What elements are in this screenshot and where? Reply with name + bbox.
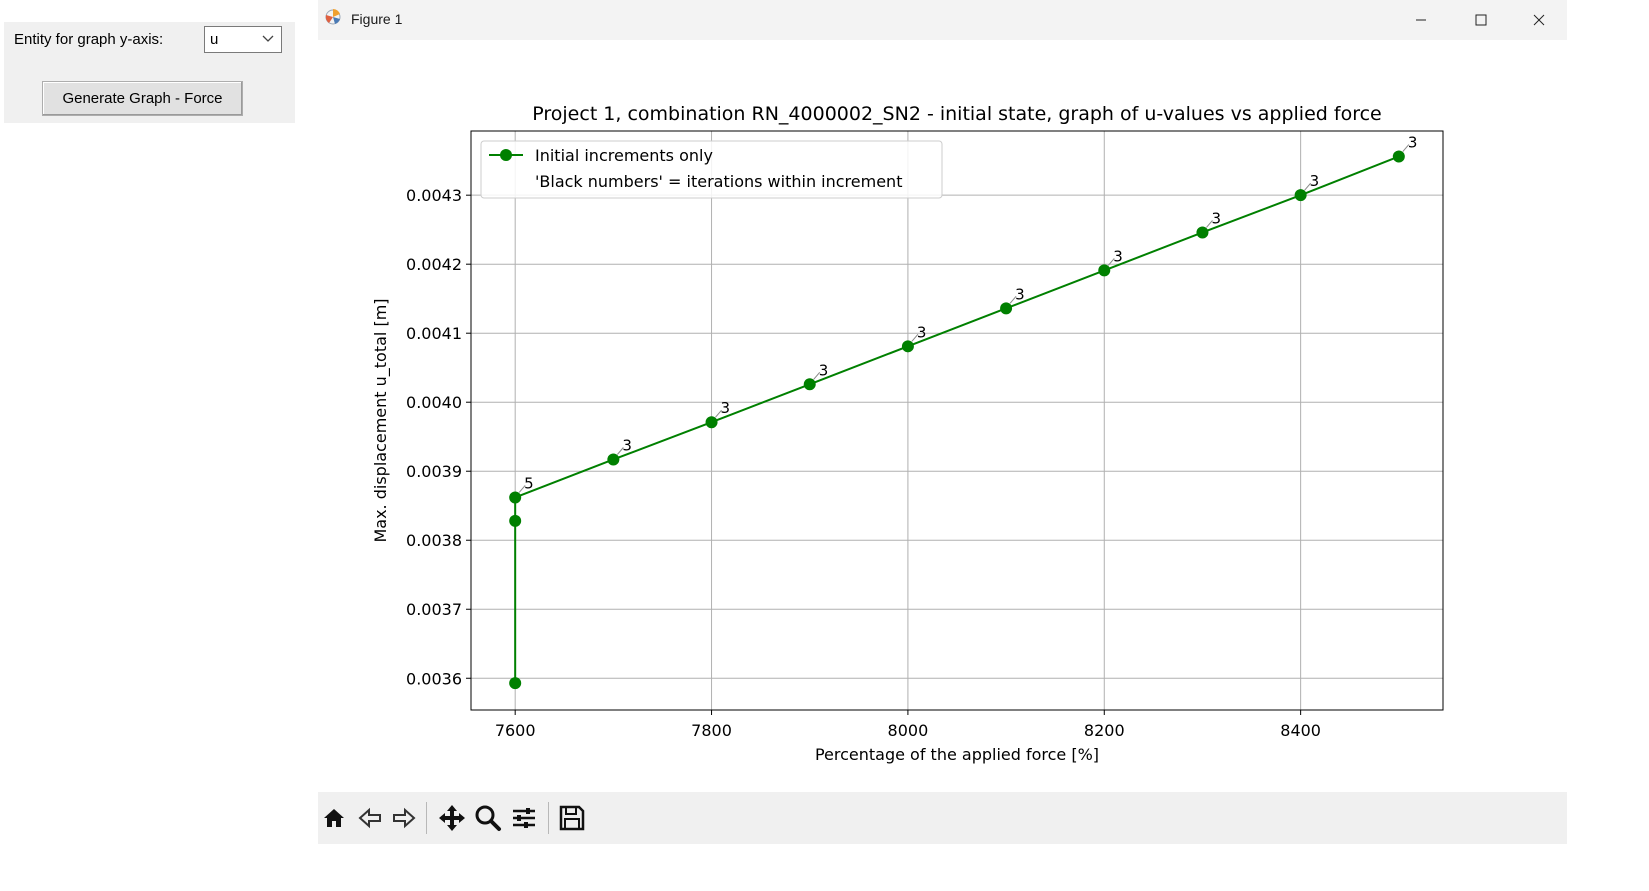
annotation-arrow <box>715 409 722 418</box>
annotation-arrow <box>1009 296 1017 304</box>
annotation-arrow <box>911 333 919 342</box>
annotation-arrow <box>1206 220 1213 228</box>
close-button[interactable] <box>1510 0 1568 40</box>
maximize-icon <box>1475 14 1487 26</box>
legend-box <box>480 140 943 199</box>
figure-canvas[interactable]: Project 1, combination RN_4000002_SN2 - … <box>318 40 1567 792</box>
home-icon <box>324 809 344 827</box>
annotation-label: 3 <box>1408 134 1418 152</box>
save-button[interactable] <box>556 802 588 834</box>
zoom-icon <box>475 805 501 831</box>
control-panel: Entity for graph y-axis: u Generate Grap… <box>4 22 295 123</box>
annotation-label: 5 <box>524 474 534 492</box>
legend-label: Initial increments only <box>535 146 713 165</box>
figure-window: Figure 1 Project 1, combination RN_40000… <box>318 0 1649 891</box>
annotation-arrow <box>813 371 821 380</box>
annotation-arrow <box>1107 258 1115 266</box>
y-tick-label: 0.0038 <box>406 531 462 550</box>
y-tick-label: 0.0040 <box>406 393 462 412</box>
data-point <box>509 491 522 504</box>
toolbar-separator <box>548 802 549 834</box>
data-point <box>1098 264 1111 277</box>
minimize-button[interactable] <box>1392 0 1450 40</box>
entity-select[interactable]: u <box>204 26 282 53</box>
back-button[interactable] <box>354 802 386 834</box>
annotation-label: 3 <box>721 399 731 417</box>
chart-title: Project 1, combination RN_4000002_SN2 - … <box>532 103 1381 125</box>
window-title: Figure 1 <box>351 11 403 27</box>
legend-note: 'Black numbers' = iterations within incr… <box>535 172 902 191</box>
annotation-label: 3 <box>1310 172 1320 190</box>
annotation-arrow <box>1402 144 1410 152</box>
x-tick-label: 8200 <box>1084 721 1125 740</box>
data-point <box>705 416 718 429</box>
data-point <box>1196 226 1209 239</box>
y-tick-label: 0.0042 <box>406 255 462 274</box>
configure-subplots-icon <box>513 808 535 828</box>
data-point <box>803 378 816 391</box>
annotation-label: 3 <box>1015 285 1025 303</box>
minimize-icon <box>1416 19 1426 21</box>
annotation-label: 3 <box>1211 209 1221 227</box>
configure-subplots-button[interactable] <box>508 802 540 834</box>
annotation-label: 3 <box>917 323 927 341</box>
pan-icon <box>439 805 465 831</box>
matplotlib-app-icon <box>323 7 343 27</box>
zoom-button[interactable] <box>472 802 504 834</box>
y-tick-label: 0.0036 <box>406 669 462 688</box>
x-tick-label: 8000 <box>888 721 929 740</box>
forward-icon <box>393 807 416 829</box>
y-axis-label: Max. displacement u_total [m] <box>371 298 391 542</box>
maximize-button[interactable] <box>1452 0 1510 40</box>
y-tick-label: 0.0043 <box>406 186 462 205</box>
x-axis-label: Percentage of the applied force [%] <box>815 745 1099 764</box>
x-tick-label: 8400 <box>1280 721 1321 740</box>
home-button[interactable] <box>318 802 350 834</box>
forward-button[interactable] <box>388 802 420 834</box>
annotation-label: 3 <box>622 436 632 454</box>
data-point <box>901 340 914 353</box>
data-point <box>607 453 620 466</box>
annotation-arrow <box>1304 182 1312 191</box>
pan-button[interactable] <box>436 802 468 834</box>
generate-graph-button[interactable]: Generate Graph - Force <box>42 81 243 116</box>
series-line <box>514 155 1400 684</box>
x-tick-label: 7800 <box>691 721 732 740</box>
chart-svg: Project 1, combination RN_4000002_SN2 - … <box>371 103 1444 764</box>
save-icon <box>559 805 585 831</box>
close-icon <box>1533 14 1545 26</box>
y-tick-label: 0.0039 <box>406 462 462 481</box>
entity-label: Entity for graph y-axis: <box>14 31 164 48</box>
x-tick-label: 7600 <box>495 721 536 740</box>
annotation-arrow <box>518 485 526 493</box>
entity-select-value: u <box>210 31 219 48</box>
back-icon <box>358 807 381 829</box>
legend-marker <box>500 149 512 161</box>
title-bar[interactable]: Figure 1 <box>318 0 1567 40</box>
annotation-arrow <box>616 447 624 455</box>
y-tick-label: 0.0041 <box>406 324 462 343</box>
chevron-down-icon[interactable] <box>261 31 275 48</box>
data-point <box>1392 150 1405 163</box>
data-point <box>1294 189 1307 202</box>
axes-frame <box>470 130 1444 711</box>
y-tick-label: 0.0037 <box>406 600 462 619</box>
data-point <box>1000 302 1013 315</box>
annotation-label: 3 <box>1113 247 1123 265</box>
navigation-toolbar <box>318 792 1567 844</box>
data-point <box>509 514 522 527</box>
annotation-label: 3 <box>819 361 829 379</box>
toolbar-separator <box>426 802 427 834</box>
data-point <box>509 677 522 690</box>
